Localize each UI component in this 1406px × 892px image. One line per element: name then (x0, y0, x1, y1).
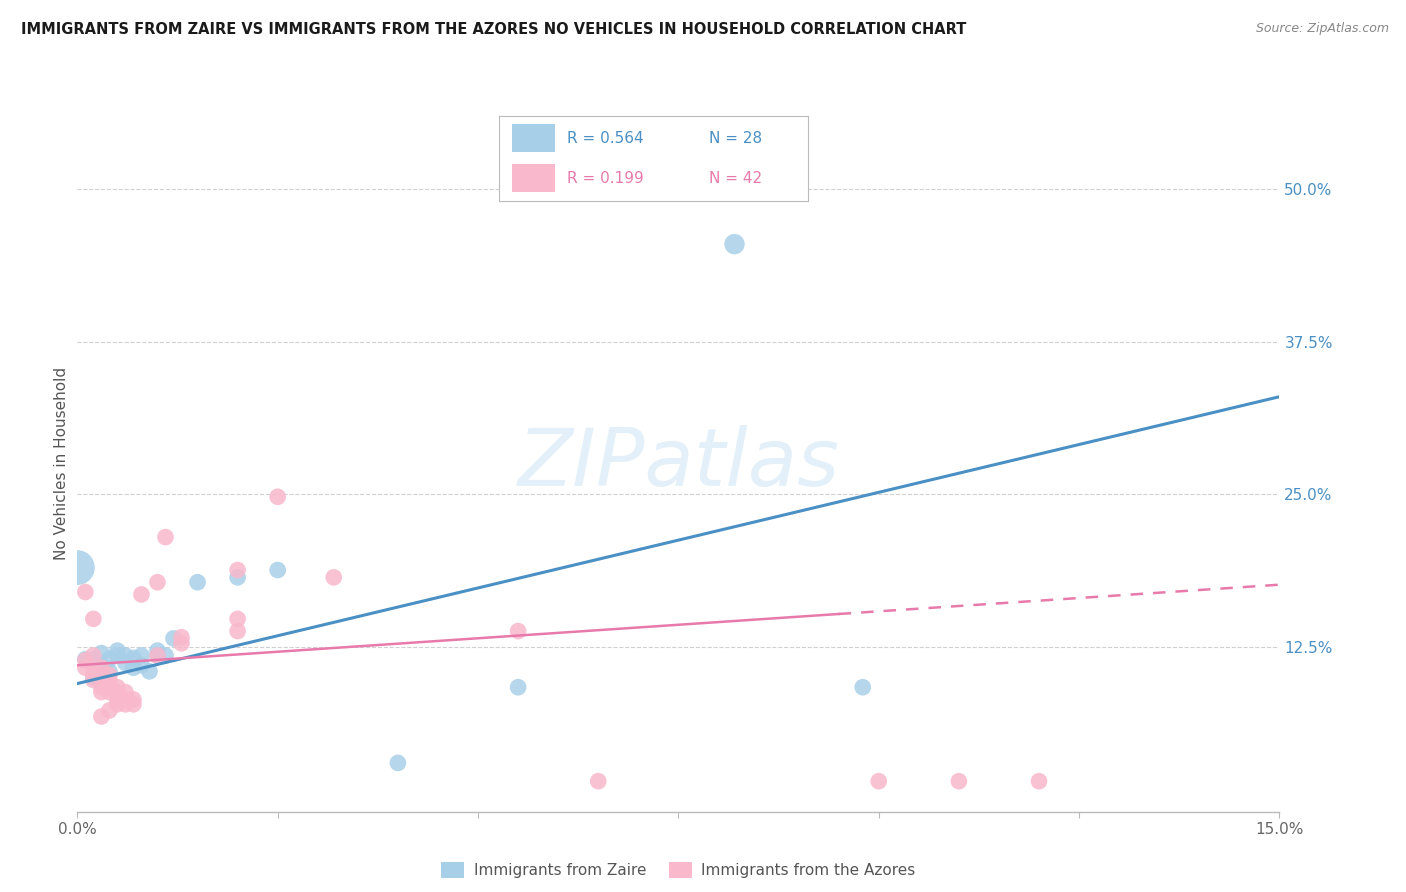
Point (146, 575, 169, 590)
Point (90, 661, 112, 675)
Point (131, 658, 153, 673)
Point (82, 673, 104, 687)
Point (1028, 774, 1050, 789)
Point (131, 587, 153, 601)
Point (98, 685, 121, 699)
Point (122, 651, 145, 665)
Point (98, 652, 121, 666)
Bar (512, 124, 555, 153)
Point (90, 658, 112, 673)
Point (98, 665, 121, 679)
Point (852, 680, 875, 694)
Text: R = 0.199: R = 0.199 (567, 170, 644, 186)
Text: N = 42: N = 42 (710, 170, 762, 186)
Point (98, 668, 121, 682)
Point (75, 653, 97, 667)
Point (146, 643, 169, 657)
Point (98, 703, 121, 717)
Y-axis label: No Vehicles in Household: No Vehicles in Household (53, 368, 69, 560)
Point (508, 680, 530, 694)
Point (387, 756, 409, 770)
Point (107, 692, 129, 706)
Point (131, 648, 153, 663)
Point (75, 652, 97, 666)
Point (90, 685, 112, 699)
Point (82, 612, 104, 626)
Point (107, 648, 129, 663)
Text: N = 28: N = 28 (710, 131, 762, 146)
Point (723, 237, 745, 252)
Point (226, 612, 249, 626)
Legend: Immigrants from Zaire, Immigrants from the Azores: Immigrants from Zaire, Immigrants from t… (436, 856, 921, 884)
Point (114, 685, 136, 699)
Point (162, 632, 184, 646)
Bar (512, 164, 555, 192)
Point (107, 698, 129, 712)
Point (82, 652, 104, 666)
Point (90, 709, 112, 723)
Point (82, 670, 104, 684)
Point (155, 648, 177, 663)
Point (114, 698, 136, 712)
Point (226, 563, 249, 577)
Point (75, 661, 97, 675)
Point (82, 666, 104, 681)
Point (107, 643, 129, 657)
Point (107, 685, 129, 699)
Point (868, 774, 890, 789)
Point (75, 585, 97, 599)
Text: ZIPatlas: ZIPatlas (517, 425, 839, 503)
Point (90, 668, 112, 682)
Point (138, 665, 160, 679)
Point (98, 680, 121, 694)
Point (187, 575, 209, 590)
Point (948, 774, 970, 789)
Point (122, 698, 145, 712)
Point (170, 636, 193, 650)
Text: Source: ZipAtlas.com: Source: ZipAtlas.com (1256, 22, 1389, 36)
Point (155, 530, 177, 544)
Point (226, 570, 249, 584)
Point (267, 563, 290, 577)
Text: R = 0.564: R = 0.564 (567, 131, 644, 146)
Point (122, 661, 145, 675)
Point (322, 570, 344, 584)
Point (114, 692, 136, 706)
Point (588, 774, 610, 789)
Point (146, 648, 169, 663)
Point (98, 673, 121, 687)
Point (66, 560, 89, 574)
Text: IMMIGRANTS FROM ZAIRE VS IMMIGRANTS FROM THE AZORES NO VEHICLES IN HOUSEHOLD COR: IMMIGRANTS FROM ZAIRE VS IMMIGRANTS FROM… (21, 22, 966, 37)
Point (90, 680, 112, 694)
Point (508, 624, 530, 638)
Point (267, 490, 290, 504)
Point (226, 624, 249, 638)
Point (90, 646, 112, 660)
Point (146, 648, 169, 663)
Point (170, 630, 193, 644)
Point (114, 656, 136, 670)
Point (114, 648, 136, 663)
Point (107, 680, 129, 694)
Point (122, 692, 145, 706)
Point (82, 648, 104, 663)
